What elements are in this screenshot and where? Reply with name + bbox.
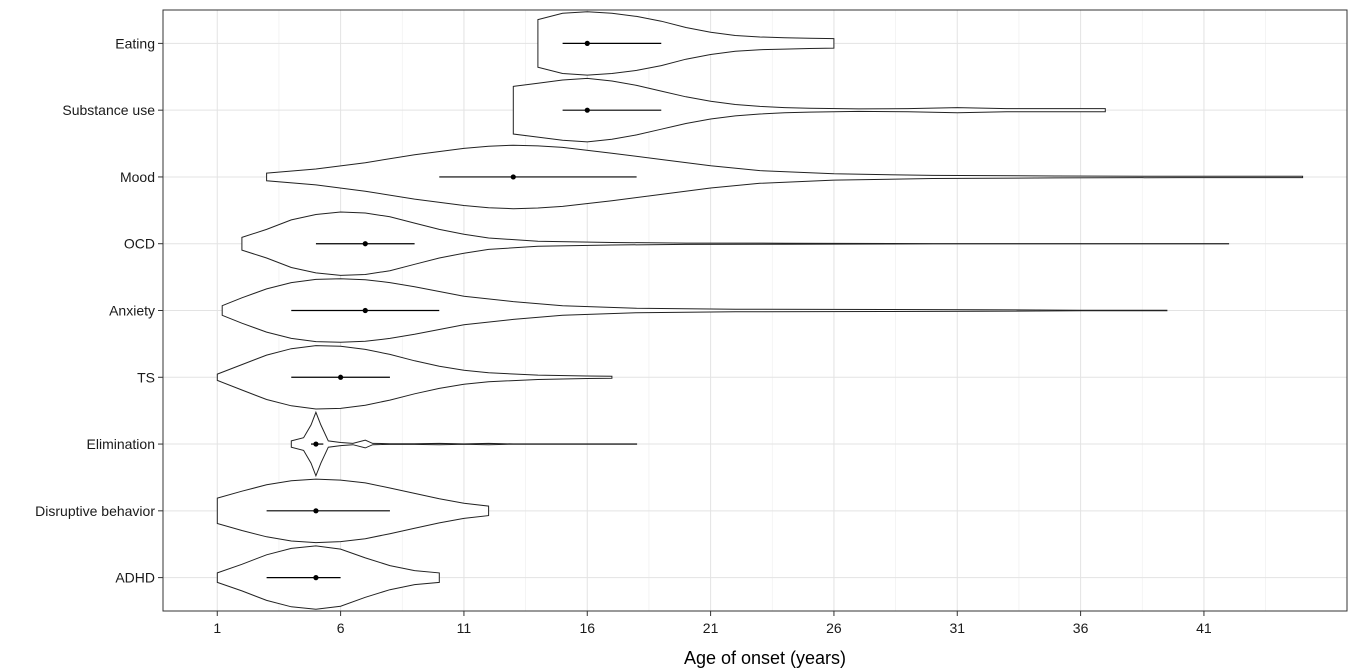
y-tick-label: Anxiety bbox=[109, 303, 155, 319]
x-tick-label: 36 bbox=[1073, 620, 1089, 636]
x-tick-label: 41 bbox=[1196, 620, 1212, 636]
y-tick-label: OCD bbox=[124, 236, 155, 252]
x-tick-label: 21 bbox=[703, 620, 719, 636]
median-point bbox=[584, 107, 590, 113]
median-point bbox=[313, 441, 319, 447]
y-axis: Eating Substance use Mood OCD Anxiety TS Elimi… bbox=[35, 35, 163, 586]
y-tick-label: Mood bbox=[120, 169, 155, 185]
summary-marks bbox=[266, 40, 662, 581]
y-tick-label: Eating bbox=[115, 35, 155, 51]
median-point bbox=[313, 575, 319, 581]
x-tick-label: 11 bbox=[457, 620, 472, 636]
x-axis: 1 6 11 16 21 26 31 36 41 bbox=[213, 611, 1212, 636]
x-axis-title: Age of onset (years) bbox=[684, 648, 846, 668]
y-tick-label: Elimination bbox=[87, 436, 155, 452]
x-tick-label: 6 bbox=[337, 620, 345, 636]
median-point bbox=[338, 374, 344, 380]
violin-ts bbox=[216, 345, 613, 410]
median-point bbox=[313, 508, 319, 514]
median-point bbox=[584, 40, 590, 46]
violin-ocd bbox=[241, 211, 1230, 276]
violin-mood bbox=[266, 144, 1304, 210]
y-tick-label: TS bbox=[137, 369, 155, 385]
violin-anxiety bbox=[221, 278, 1168, 343]
y-tick-label: Disruptive behavior bbox=[35, 503, 155, 519]
median-point bbox=[510, 174, 516, 180]
x-tick-label: 31 bbox=[949, 620, 965, 636]
x-tick-label: 26 bbox=[826, 620, 842, 636]
violin-eating bbox=[537, 11, 835, 76]
median-point bbox=[362, 307, 368, 314]
violin-substance-use bbox=[512, 77, 1106, 143]
x-tick-label: 1 bbox=[213, 620, 221, 636]
x-tick-label: 16 bbox=[579, 620, 595, 636]
median-point bbox=[362, 241, 368, 247]
y-tick-label: Substance use bbox=[62, 102, 155, 118]
violin-elimination bbox=[290, 410, 638, 478]
y-tick-label: ADHD bbox=[115, 570, 155, 586]
